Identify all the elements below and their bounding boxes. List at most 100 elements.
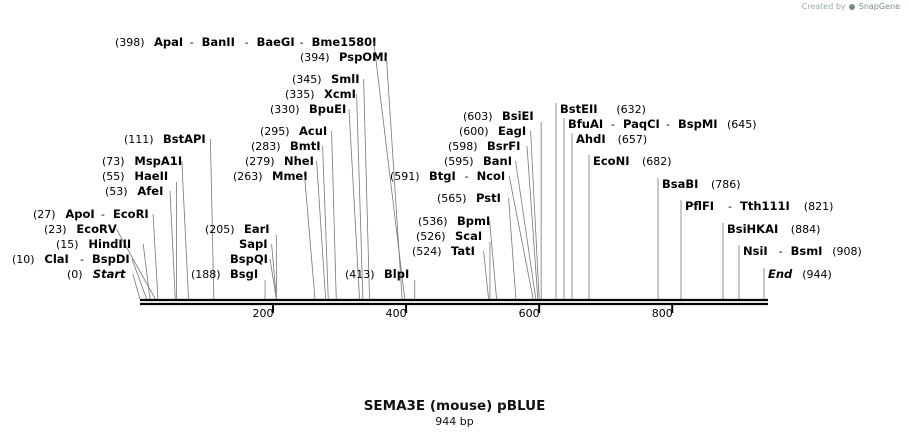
cut-site-leader: [331, 130, 337, 300]
enzyme-name: BanII: [202, 35, 235, 49]
enzyme-name: EcoRI: [113, 207, 149, 221]
separator: -: [101, 208, 105, 221]
cut-position: (23): [44, 223, 67, 236]
axis-tick-label: 800: [652, 307, 673, 320]
enzyme-name: BmtI: [290, 139, 321, 153]
cut-position: (279): [245, 155, 275, 168]
cut-position: (884): [791, 223, 821, 236]
cut-position: (188): [191, 268, 221, 281]
enzyme-label: (335) XcmI: [285, 87, 364, 300]
enzyme-label: (398) ApaI - BanII - BaeGI - Bme1580I: [115, 35, 406, 300]
enzyme-label: (330) BpuEI: [270, 102, 360, 300]
enzyme-name: BtgI: [429, 169, 456, 183]
cut-position: (283): [251, 140, 281, 153]
cut-site-leader: [152, 213, 159, 300]
enzyme-name: HaeII: [134, 169, 168, 183]
cut-site-leader: [489, 220, 497, 300]
credit-brand: SnapGene: [858, 2, 900, 11]
enzyme-label: (526) ScaI: [416, 229, 491, 299]
enzyme-label: (600) EagI: [459, 124, 540, 300]
enzyme-label: (188) BsgI: [191, 267, 266, 299]
separator: -: [190, 36, 194, 49]
enzyme-name: BsgI: [230, 267, 258, 281]
enzyme-name: BstEII: [560, 102, 598, 116]
cut-site-leader: [269, 258, 277, 300]
enzyme-label: (283) BmtI: [251, 139, 329, 300]
enzyme-label: (598) BsrFI: [448, 139, 539, 300]
enzyme-name: BfuAI: [568, 117, 603, 131]
cut-position: (295): [260, 125, 290, 138]
cut-site-leader: [483, 250, 489, 300]
enzyme-name: End: [768, 267, 793, 281]
enzyme-name: BsrFI: [487, 139, 520, 153]
enzyme-name: BlpI: [384, 267, 409, 281]
enzyme-name: BspMI: [678, 117, 718, 131]
enzyme-label: (10) ClaI - BspDI: [12, 252, 148, 300]
cut-site-leader: [508, 175, 534, 300]
cut-position: (682): [642, 155, 672, 168]
enzyme-name: Start: [93, 267, 126, 281]
enzyme-name: TatI: [451, 244, 475, 258]
enzyme-label: (603) BsiEI: [463, 109, 542, 299]
cut-position: (345): [292, 73, 322, 86]
cut-position: (632): [616, 103, 646, 116]
enzyme-name: BpmI: [457, 214, 490, 228]
separator: -: [465, 170, 469, 183]
cut-position: (536): [418, 215, 448, 228]
cut-position: (111): [124, 133, 154, 146]
cut-position: (263): [233, 170, 263, 183]
cut-position: (526): [416, 230, 446, 243]
cut-position: (595): [444, 155, 474, 168]
enzyme-label: BsaBI (786): [657, 177, 741, 299]
enzyme-name: AfeI: [137, 184, 163, 198]
enzyme-name: EarI: [244, 222, 270, 236]
cut-position: (603): [463, 110, 493, 123]
axis-tick-label: 200: [253, 307, 274, 320]
enzyme-name: MspA1I: [134, 154, 182, 168]
cut-position: (27): [33, 208, 56, 221]
enzyme-name: ApoI: [65, 207, 94, 221]
cut-site-leader: [515, 160, 537, 300]
enzyme-name: ClaI: [44, 252, 68, 266]
enzyme-label: PflFI - Tth111I (821): [680, 199, 833, 299]
enzyme-label: (0) Start: [67, 267, 141, 300]
enzyme-label: AhdI (657): [571, 132, 647, 299]
enzyme-name: BsiHKAI: [727, 222, 778, 236]
enzyme-name: BsaBI: [662, 177, 698, 191]
enzyme-label: (413) BlpI: [345, 267, 416, 299]
cut-site-leader: [316, 160, 327, 300]
enzyme-label: (73) MspA1I: [102, 154, 189, 300]
cut-site-leader: [132, 273, 141, 300]
enzyme-label: BstEII (632): [555, 102, 646, 299]
enzyme-label: BspQI: [230, 252, 277, 300]
enzyme-name: PspOMI: [339, 50, 388, 64]
cut-position: (15): [56, 238, 79, 251]
cut-position: (565): [437, 192, 467, 205]
enzyme-name: AhdI: [576, 132, 606, 146]
enzyme-name: PaqCI: [623, 117, 660, 131]
enzyme-name: BsmI: [791, 244, 823, 258]
enzyme-name: SapI: [239, 237, 268, 251]
separator: -: [728, 200, 732, 213]
cut-position: (335): [285, 88, 315, 101]
enzyme-label: NsiI - BsmI (908): [738, 244, 862, 299]
enzyme-label: (524) TatI: [412, 244, 489, 300]
separator: -: [80, 253, 84, 266]
enzyme-name: PstI: [476, 191, 501, 205]
separator: -: [300, 36, 304, 49]
enzyme-label: (53) AfeI: [105, 184, 176, 300]
enzyme-label: EcoNI (682): [588, 154, 672, 299]
axis-tick-label: 600: [519, 307, 540, 320]
construct-length: 944 bp: [435, 415, 474, 428]
enzyme-label: (27) ApoI - EcoRI: [33, 207, 159, 300]
enzyme-label: SapI: [239, 237, 277, 300]
cut-site-leader: [181, 160, 189, 300]
enzyme-name: BstAPI: [163, 132, 206, 146]
separator: -: [666, 118, 670, 131]
cut-position: (944): [802, 268, 832, 281]
cut-position: (73): [102, 155, 125, 168]
separator: -: [611, 118, 615, 131]
enzyme-name: BaeGI: [257, 35, 295, 49]
enzyme-name: EagI: [498, 124, 526, 138]
